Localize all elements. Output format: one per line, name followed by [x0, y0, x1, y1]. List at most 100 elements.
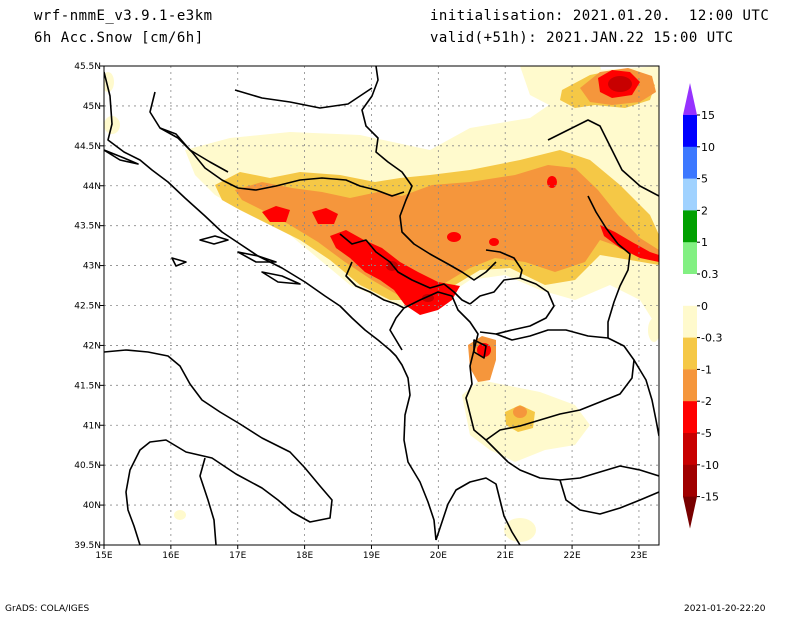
bosnia-montenegro	[339, 233, 471, 305]
colorbar-label: 2	[701, 204, 708, 217]
montenegro-albania	[345, 261, 405, 351]
colorbar-segment	[683, 115, 697, 148]
island-1	[199, 235, 229, 245]
footer-timestamp: 2021-01-20-22:20	[684, 604, 766, 614]
bulgaria-south	[633, 359, 659, 437]
colorbar-segment	[683, 337, 697, 370]
colorbar: 15 10 5 2 1 0.3 0 -0.3 -1 -2 -5 -10 -15	[683, 83, 722, 529]
adriatic-coast-east	[104, 71, 437, 541]
north-macedonia	[485, 329, 635, 441]
colorbar-segment	[683, 305, 697, 339]
axis-labels: 15E 16E 17E 18E 19E 20E 21E 22E 23E 39.5N 40N 40.5N…	[74, 62, 648, 561]
island-2	[237, 251, 277, 263]
serbia-north	[361, 66, 497, 281]
lat-label: 44N	[83, 182, 101, 192]
footer-credit: GrADS: COLA/IGES	[5, 604, 90, 614]
colorbar-segment	[683, 369, 697, 402]
colorbar-segment	[683, 274, 697, 307]
colorbar-label: 0	[701, 300, 708, 313]
colorbar-label: -1	[701, 363, 712, 376]
snow-red-mid	[312, 208, 338, 224]
model-title: wrf-nmmE_v3.9.1-e3km	[34, 8, 213, 24]
lat-label: 43.5N	[74, 222, 101, 232]
lat-label: 41N	[83, 421, 101, 431]
snow-field	[104, 66, 659, 542]
snow-red-e3	[547, 176, 557, 188]
sava-border	[234, 87, 373, 109]
snow-orange-main	[235, 165, 659, 295]
snow-red-east	[600, 225, 659, 262]
lon-label: 17E	[229, 551, 246, 561]
map-borders	[104, 66, 659, 545]
snow-light-sw	[504, 518, 536, 542]
croatia-bosnia-border	[149, 91, 405, 197]
lon-label: 18E	[296, 551, 313, 561]
serbia-east-danube	[547, 119, 659, 197]
snow-red-south	[477, 343, 491, 357]
colorbar-bottom-arrow	[683, 496, 697, 529]
init-time: initialisation: 2021.01.20. 12:00 UTC	[430, 8, 770, 24]
colorbar-segment	[683, 210, 697, 243]
island-4	[171, 257, 187, 267]
colorbar-label: 1	[701, 236, 708, 249]
colorbar-segment	[683, 178, 697, 211]
lat-label: 42.5N	[74, 302, 101, 312]
lon-label: 19E	[363, 551, 380, 561]
field-title: 6h Acc.Snow [cm/6h]	[34, 30, 204, 46]
kosovo-inner	[485, 249, 523, 279]
lat-label: 39.5N	[74, 541, 101, 551]
lon-label: 23E	[630, 551, 647, 561]
colorbar-label: -2	[701, 395, 712, 408]
italy-heel	[199, 457, 217, 545]
colorbar-segment	[683, 464, 697, 498]
snow-red-e2	[489, 238, 499, 246]
snow-red-e1	[447, 232, 461, 242]
colorbar-label: -15	[701, 491, 719, 504]
lat-label: 43N	[83, 262, 101, 272]
colorbar-label: -0.3	[701, 332, 722, 345]
lat-label: 41.5N	[74, 381, 101, 391]
lat-label: 45N	[83, 102, 101, 112]
colorbar-label: 10	[701, 141, 715, 154]
albania-kosovo	[403, 291, 509, 463]
snow-light-w2	[104, 72, 114, 92]
island-5	[104, 149, 139, 165]
colorbar-segment	[683, 242, 697, 275]
snow-red-main	[330, 230, 460, 315]
colorbar-label: 5	[701, 173, 708, 186]
snow-orange-dot	[513, 406, 527, 418]
bosnia-border-north	[159, 127, 229, 173]
colorbar-segment	[683, 433, 697, 466]
snow-light-s1	[174, 510, 186, 520]
italy-coast	[104, 349, 333, 545]
colorbar-top-arrow	[683, 83, 697, 115]
greece-west-coast	[435, 477, 521, 545]
colorbar-label: 0.3	[701, 268, 719, 281]
lake	[473, 339, 487, 359]
lon-label: 21E	[497, 551, 514, 561]
valid-time: valid(+51h): 2021.JAN.22 15:00 UTC	[430, 30, 734, 46]
map-grid	[104, 66, 659, 545]
lat-label: 40N	[83, 501, 101, 511]
axis-ticks	[100, 65, 640, 549]
greece-north	[507, 461, 659, 481]
colorbar-label: 15	[701, 109, 715, 122]
colorbar-label: -5	[701, 427, 712, 440]
lat-label: 45.5N	[74, 62, 101, 72]
bulgaria-serbia	[587, 195, 631, 338]
colorbar-segment	[683, 401, 697, 434]
snow-red-west	[262, 206, 290, 222]
snow-light-e	[648, 318, 659, 342]
snow-darkred-s	[422, 294, 434, 302]
lon-label: 16E	[162, 551, 179, 561]
colorbar-label: -10	[701, 459, 719, 472]
lon-label: 15E	[95, 551, 112, 561]
lon-label: 20E	[430, 551, 447, 561]
lat-label: 42N	[83, 341, 101, 351]
island-3	[261, 271, 301, 285]
snow-darkred-ne	[608, 76, 632, 92]
lat-label: 40.5N	[74, 461, 101, 471]
kosovo-serbia	[469, 277, 555, 335]
lon-label: 22E	[564, 551, 581, 561]
